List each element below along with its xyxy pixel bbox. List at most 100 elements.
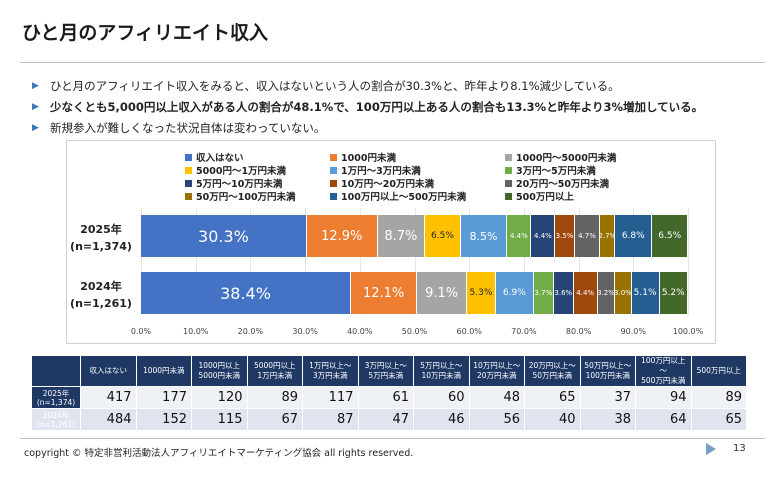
gridline xyxy=(414,208,416,315)
data-label: 4.4% xyxy=(509,232,528,240)
legend-label: 10万円～20万円未満 xyxy=(341,179,434,190)
bar-segment: 3.6% xyxy=(553,272,574,314)
bullet-text: ひと月のアフィリエイト収入をみると、収入はないという人の割合が30.3%と、昨年… xyxy=(50,79,620,93)
table-cell: 47 xyxy=(357,408,414,431)
table-cell: 37 xyxy=(579,386,636,409)
row-label-count: (n=1,261) xyxy=(70,297,132,310)
x-tick-label: 40.0% xyxy=(347,327,373,336)
bullet-arrow-icon: ▶ xyxy=(32,81,39,91)
column-header: 10万円以上～ 20万円未満 xyxy=(468,355,525,387)
table-cell: 38 xyxy=(579,408,636,431)
data-label: 3.7% xyxy=(534,289,553,297)
legend-swatch xyxy=(330,192,337,200)
bar-segment: 6.5% xyxy=(652,215,688,257)
data-label: 3.2% xyxy=(597,289,615,297)
x-tick-label: 20.0% xyxy=(237,327,264,336)
data-label: 3.6% xyxy=(554,289,573,297)
data-label: 12.1% xyxy=(362,285,405,301)
table-cell: 65 xyxy=(690,408,747,431)
column-header: 収入はない xyxy=(80,355,137,387)
data-label: 4.4% xyxy=(534,232,552,240)
column-header: 500万円以上 xyxy=(690,355,747,387)
table-cell: 56 xyxy=(468,408,525,431)
legend-label: 100万円以上～500万円未満 xyxy=(341,192,467,203)
x-tick-label: 0.0% xyxy=(130,327,152,336)
data-label: 9.1% xyxy=(425,285,459,301)
table-cell: 152 xyxy=(135,408,192,431)
table-cell: 89 xyxy=(246,386,303,409)
x-tick-label: 80.0% xyxy=(565,327,592,336)
legend-label: 50万円～100万円未満 xyxy=(196,192,296,203)
column-header: 5000円以上 1万円未満 xyxy=(246,355,303,387)
legend-label: 1000円未満 xyxy=(341,153,396,164)
row-label-year: 2024年 xyxy=(80,280,122,293)
table-cell: 48 xyxy=(468,386,525,409)
table-cell: 94 xyxy=(635,386,692,409)
legend-label: 500万円以上 xyxy=(516,192,574,203)
legend-label: 収入はない xyxy=(196,153,244,164)
x-tick-label: 30.0% xyxy=(292,327,318,336)
copyright-text: copyright © 特定非営利活動法人アフィリエイトマーケティング協会 al… xyxy=(24,448,414,459)
column-header: 20万円以上～ 50万円未満 xyxy=(524,355,581,387)
bar-segment: 9.1% xyxy=(417,272,467,314)
gridline xyxy=(469,208,471,315)
bar-segment: 4.4% xyxy=(573,272,598,314)
bar-segment: 6.9% xyxy=(496,272,534,314)
row-header: 2024年 (n=1,261) xyxy=(31,408,81,431)
data-table: 収入はない 1000円未満 1000円以上 5000円未満 5000円以上 1万円未満 1万… xyxy=(31,355,747,431)
bar-segment: 5.3% xyxy=(467,272,496,314)
table-cell: 46 xyxy=(413,408,470,431)
bullet-arrow-icon: ▶ xyxy=(32,102,39,112)
legend-swatch xyxy=(505,166,512,174)
row-label-count: (n=1,374) xyxy=(70,240,132,253)
bar-segment: 12.1% xyxy=(351,272,418,314)
legend-item: 20万円～50万円未満 xyxy=(505,176,609,190)
bullet-arrow-icon: ▶ xyxy=(32,123,39,133)
table-row: 2025年 (n=1,374) 417 177 120 89 117 61 60 48 65 37 94… xyxy=(31,386,747,409)
play-arrow-icon[interactable] xyxy=(706,443,716,455)
bullet-text: 新規参入が難しくなった状況自体は変わっていない。 xyxy=(50,121,326,135)
row-header: 2025年 (n=1,374) xyxy=(31,386,81,409)
bullet-item: ▶ 少なくとも5,000円以上収入がある人の割合が48.1%で、100万円以上あ… xyxy=(32,97,772,118)
bar-segment: 5.1% xyxy=(631,272,660,314)
legend-label: 5万円～10万円未満 xyxy=(196,179,283,190)
bar-segment: 4.4% xyxy=(507,215,532,257)
data-label: 5.3% xyxy=(469,288,493,298)
bar-segment: 6.5% xyxy=(425,215,461,257)
legend-swatch xyxy=(185,179,192,187)
footer-divider xyxy=(20,438,765,439)
legend-swatch xyxy=(505,192,512,200)
data-label: 5.2% xyxy=(661,288,685,298)
x-tick-label: 70.0% xyxy=(511,327,537,336)
row-label-year: 2025年 xyxy=(80,223,122,236)
gridline xyxy=(523,208,525,315)
legend-label: 20万円～50万円未満 xyxy=(516,179,609,190)
bar-segment: 2.7% xyxy=(600,215,616,257)
column-header: 3万円以上～ 5万円未満 xyxy=(357,355,414,387)
legend-swatch xyxy=(185,166,192,174)
row-label: 2025年 (n=1,374) xyxy=(66,221,136,255)
row-label: 2024年 (n=1,261) xyxy=(66,278,136,312)
bullet-item: ▶ 新規参入が難しくなった状況自体は変わっていない。 xyxy=(32,118,772,139)
data-label: 12.9% xyxy=(321,228,363,244)
data-label: 4.4% xyxy=(576,289,595,297)
column-header: 100万円以上～ 500万円未満 xyxy=(635,355,692,387)
bar-segment: 3.5% xyxy=(555,215,575,257)
legend-label: 3万円～5万円未満 xyxy=(516,166,596,177)
data-label: 30.3% xyxy=(198,226,249,246)
legend-label: 1000円～5000円未満 xyxy=(516,153,617,164)
legend-item: 5万円～10万円未満 xyxy=(185,176,282,190)
table-row: 2024年 (n=1,261) 484 152 115 67 87 47 46 56 40 38 64 6… xyxy=(31,408,747,431)
legend-swatch xyxy=(185,153,192,161)
table-cell: 65 xyxy=(524,386,581,409)
legend-item: 5000円～1万円未満 xyxy=(185,163,286,177)
x-tick-label: 100.0% xyxy=(672,327,704,336)
legend-item: 50万円～100万円未満 xyxy=(185,189,296,203)
legend-item: 100万円以上～500万円未満 xyxy=(330,189,466,203)
gridline xyxy=(250,208,252,315)
column-header: 1000円以上 5000円未満 xyxy=(191,355,248,387)
bar-segment: 12.9% xyxy=(306,215,378,257)
data-label: 8.5% xyxy=(469,229,498,243)
legend-swatch xyxy=(505,153,512,161)
gridline xyxy=(578,208,580,315)
